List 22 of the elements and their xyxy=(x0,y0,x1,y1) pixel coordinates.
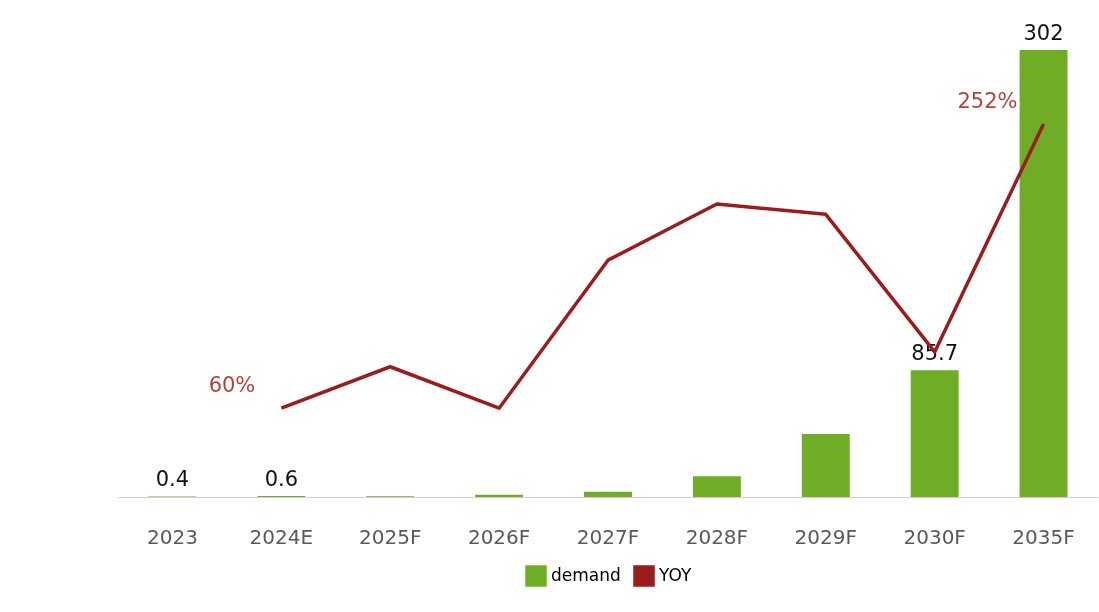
data-label: 0.4 xyxy=(155,467,190,492)
data-label: 60% xyxy=(208,373,256,398)
bar xyxy=(910,370,959,497)
bar xyxy=(801,434,850,497)
data-label: 252% xyxy=(957,89,1018,114)
bar xyxy=(692,476,741,497)
legend-label: YOY xyxy=(658,565,692,585)
x-tick-label: 2028F xyxy=(685,524,749,549)
x-tick-label: 2024E xyxy=(249,524,314,549)
bar xyxy=(475,494,524,497)
x-tick-label: 2029F xyxy=(794,524,857,549)
x-tick-label: 2030F xyxy=(903,524,966,549)
x-tick-label: 2023 xyxy=(146,524,198,549)
x-tick-label: 2025F xyxy=(359,524,422,549)
legend-label: demand xyxy=(551,565,621,585)
data-label: 0.6 xyxy=(264,467,299,492)
data-label: 302 xyxy=(1023,21,1064,45)
bar xyxy=(584,491,632,497)
x-tick-label: 2035F xyxy=(1012,524,1075,549)
x-tick-label: 2027F xyxy=(576,524,640,549)
x-tick-label: 2026F xyxy=(467,524,531,549)
bar xyxy=(1019,50,1068,497)
